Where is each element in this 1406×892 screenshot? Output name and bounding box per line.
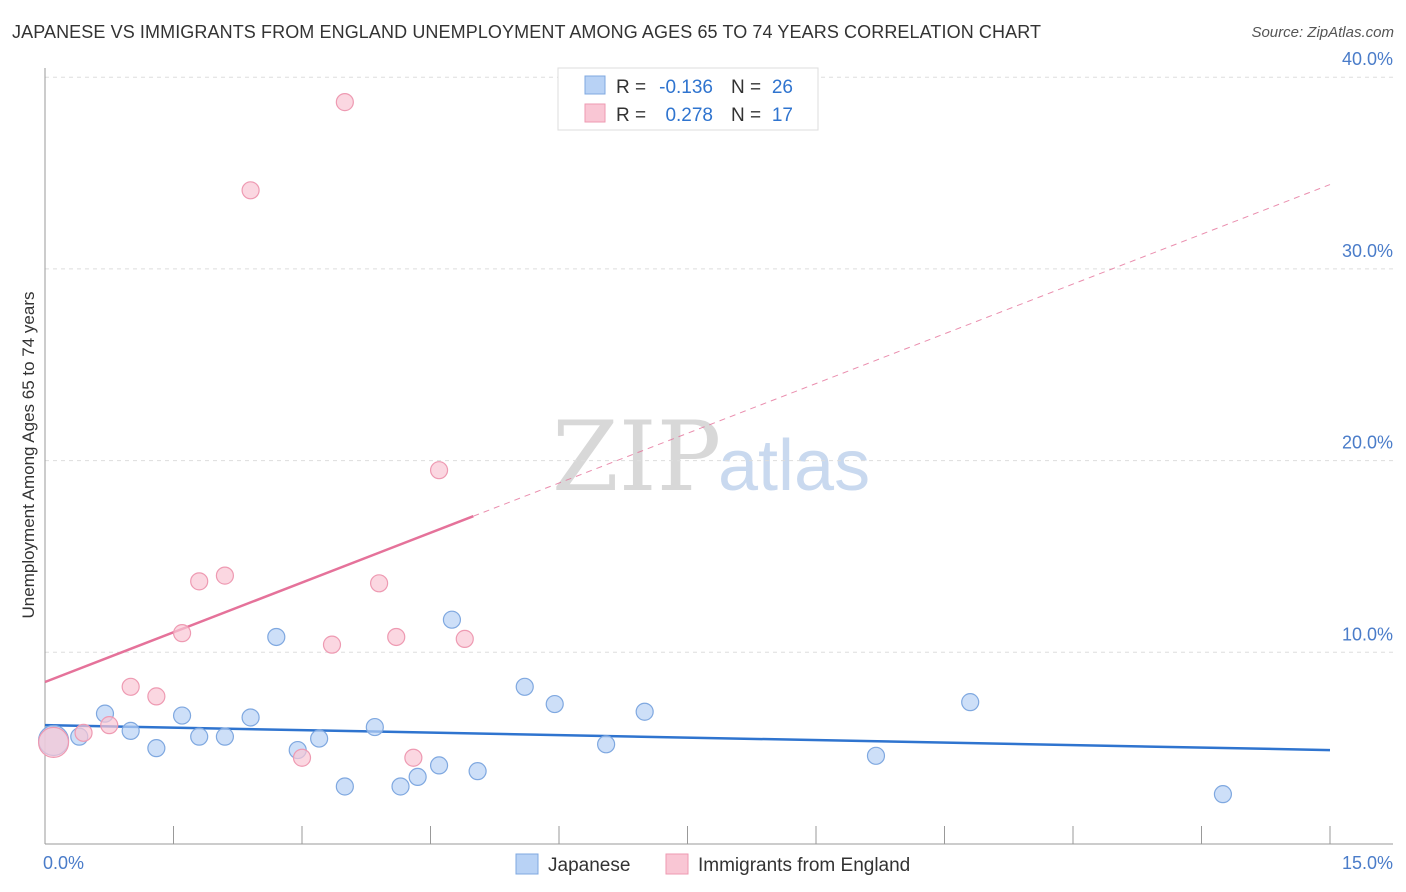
data-points xyxy=(37,93,1233,804)
japanese-swatch xyxy=(584,75,606,95)
japanese-legend-label: Japanese xyxy=(548,855,630,876)
japanese-point xyxy=(215,727,234,746)
japanese-r-value: -0.136 xyxy=(659,77,713,98)
source-label: Source: ZipAtlas.com xyxy=(1251,24,1394,41)
stats-legend-row-england: R = 0.278 N = 17 xyxy=(584,103,793,126)
england-point xyxy=(404,748,423,767)
england-point xyxy=(147,687,166,706)
watermark-atlas: atlas xyxy=(718,426,870,506)
england-point xyxy=(292,748,312,767)
england-point xyxy=(121,677,140,696)
japanese-point xyxy=(468,762,487,781)
england-point xyxy=(100,716,119,735)
england-point xyxy=(172,624,192,643)
england-legend-label: Immigrants from England xyxy=(698,855,910,876)
england-point xyxy=(74,723,93,742)
japanese-point xyxy=(335,777,354,796)
japanese-point xyxy=(635,702,654,721)
n-label: N = xyxy=(731,77,761,98)
trend-lines xyxy=(44,184,1331,752)
japanese-point xyxy=(391,777,410,796)
japanese-point xyxy=(241,708,260,727)
england-point xyxy=(370,574,389,593)
watermark: ZIP atlas xyxy=(552,401,870,513)
stats-legend: R = -0.136 N = 26 R = 0.278 N = 17 xyxy=(557,67,819,131)
chart-title: JAPANESE VS IMMIGRANTS FROM ENGLAND UNEM… xyxy=(12,22,1042,42)
england-point xyxy=(335,93,354,112)
y-tick-label: 20.0% xyxy=(1342,433,1393,453)
england-point xyxy=(387,627,406,647)
england-point xyxy=(429,461,449,480)
england-point xyxy=(455,629,474,648)
japanese-trend-line xyxy=(44,723,1331,752)
england-r-value: 0.278 xyxy=(665,105,713,126)
series-legend: Japanese Immigrants from England xyxy=(515,853,910,876)
japanese-point xyxy=(597,735,616,754)
japanese-point xyxy=(515,677,534,696)
england-point xyxy=(190,572,209,591)
england-point xyxy=(322,635,342,654)
x-tick-label: 0.0% xyxy=(43,853,84,873)
watermark-zip: ZIP xyxy=(552,401,721,513)
england-trend-line xyxy=(44,515,474,684)
n-label: N = xyxy=(731,105,761,126)
japanese-point xyxy=(147,739,166,758)
japanese-point xyxy=(545,694,564,714)
japanese-point xyxy=(961,693,980,712)
tick-labels: 10.0% 20.0% 30.0% 40.0% 0.0% 15.0% xyxy=(43,49,1393,873)
england-point xyxy=(241,181,260,200)
england-n-value: 17 xyxy=(772,105,793,126)
r-label: R = xyxy=(616,105,646,126)
england-trend-extension xyxy=(473,184,1331,517)
japanese-point xyxy=(365,717,384,737)
japanese-point xyxy=(310,729,329,748)
y-axis-title: Unemployment Among Ages 65 to 74 years xyxy=(19,292,38,619)
r-label: R = xyxy=(616,77,646,98)
japanese-point xyxy=(1213,785,1233,804)
y-tick-label: 30.0% xyxy=(1342,241,1393,261)
japanese-point xyxy=(442,610,462,629)
japanese-legend-swatch xyxy=(515,853,539,875)
japanese-point xyxy=(429,756,449,775)
japanese-point xyxy=(172,706,192,725)
england-point xyxy=(37,726,70,758)
y-tick-label: 40.0% xyxy=(1342,49,1393,69)
japanese-point xyxy=(121,721,140,740)
england-point xyxy=(215,566,234,585)
x-tick-label: 15.0% xyxy=(1342,853,1393,873)
england-legend-swatch xyxy=(665,853,689,875)
stats-legend-row-japanese: R = -0.136 N = 26 xyxy=(584,75,793,98)
japanese-point xyxy=(267,627,286,647)
japanese-n-value: 26 xyxy=(772,77,793,98)
japanese-point xyxy=(408,767,427,787)
gridlines xyxy=(45,76,1393,653)
japanese-point xyxy=(866,746,886,765)
england-swatch xyxy=(584,103,606,123)
y-tick-label: 10.0% xyxy=(1342,624,1393,644)
japanese-point xyxy=(190,727,209,746)
axes xyxy=(44,68,1393,845)
